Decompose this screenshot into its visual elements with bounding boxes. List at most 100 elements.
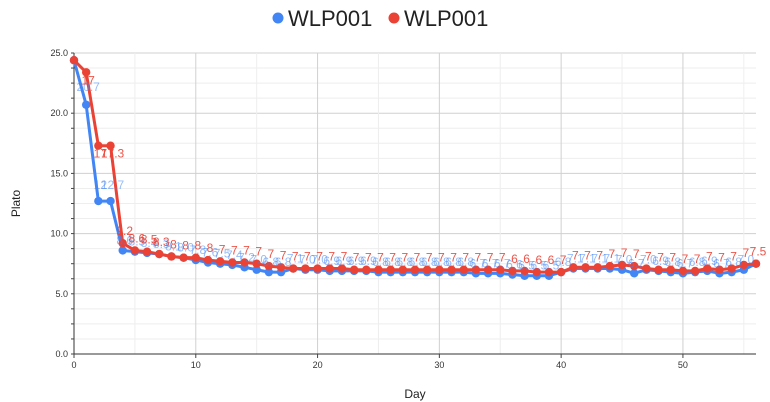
data-label: 8.3 <box>153 235 170 249</box>
data-label: 7.5 <box>750 245 767 259</box>
data-label: 6.8 <box>689 255 706 269</box>
data-label: 8 <box>194 239 201 253</box>
data-point <box>581 263 590 272</box>
data-point <box>167 252 176 261</box>
data-label: 6.7 <box>713 256 730 270</box>
data-point <box>142 247 152 256</box>
data-label: 7 <box>328 250 335 264</box>
data-label: 7 <box>389 251 396 265</box>
data-label: 7 <box>499 251 506 265</box>
data-point <box>228 258 237 267</box>
data-point <box>203 255 213 265</box>
y-tick-label: 25.0 <box>50 48 68 58</box>
data-point <box>654 265 663 274</box>
data-point <box>678 266 688 276</box>
y-tick-label: 0.0 <box>55 349 68 359</box>
data-label: 7.5 <box>214 247 231 261</box>
data-label: 7.4 <box>226 248 243 262</box>
data-label: 7 <box>243 243 250 257</box>
data-point <box>447 265 456 274</box>
y-tick-label: 15.0 <box>50 168 68 178</box>
data-label: 7.0 <box>616 253 633 267</box>
x-tick-label: 40 <box>556 360 566 370</box>
y-axis-title: Plato <box>9 190 23 218</box>
data-label: 6.9 <box>348 254 365 268</box>
data-label: 6.7 <box>677 256 694 270</box>
data-point <box>362 265 371 274</box>
data-label: 7.0 <box>737 253 754 267</box>
data-point <box>556 267 566 277</box>
data-point <box>483 265 493 274</box>
data-point <box>593 263 602 272</box>
data-label: 6 <box>523 252 530 266</box>
data-label: 7.1 <box>579 252 596 266</box>
data-label: 7 <box>706 250 713 264</box>
data-label: 7.1 <box>604 252 621 266</box>
data-point <box>264 261 274 271</box>
data-label: 7 <box>280 248 287 262</box>
data-label: 12.7 <box>101 178 125 192</box>
data-point <box>751 259 761 268</box>
data-label: 7 <box>401 251 408 265</box>
data-label: 7 <box>487 251 494 265</box>
data-point <box>630 269 639 278</box>
data-label: 7 <box>694 252 701 266</box>
x-tick-label: 30 <box>434 360 444 370</box>
data-label: 6.8 <box>372 255 389 269</box>
data-label: 7 <box>718 251 725 265</box>
y-tick-label: 20.0 <box>50 108 68 118</box>
x-tick-label: 50 <box>678 360 688 370</box>
data-point <box>179 253 188 262</box>
data-point <box>325 264 334 273</box>
data-point <box>118 239 127 248</box>
data-label: 7 <box>657 251 664 265</box>
data-label: 6.8 <box>457 255 474 269</box>
data-label: 6.7 <box>482 256 499 270</box>
data-point <box>739 260 749 270</box>
data-label: 6.9 <box>652 254 669 268</box>
data-label: 6.9 <box>336 254 353 268</box>
data-point <box>374 265 383 274</box>
data-point <box>106 196 115 206</box>
data-label: 7 <box>255 245 262 259</box>
data-point <box>715 265 724 274</box>
data-label: 6.8 <box>664 255 681 269</box>
data-point <box>544 267 554 277</box>
data-label: 8.0 <box>177 241 194 255</box>
legend: WLP001 WLP001 <box>272 6 488 31</box>
data-label: 6.8 <box>409 255 426 269</box>
data-label: 7 <box>633 247 640 261</box>
data-point <box>532 267 541 277</box>
data-label: 8.5 <box>129 235 146 249</box>
y-tick-label: 10.0 <box>50 229 68 239</box>
data-point <box>289 264 298 273</box>
data-label: 7 <box>231 243 238 257</box>
data-label: 7.8 <box>189 243 206 257</box>
data-point <box>642 264 651 273</box>
data-label: 6.8 <box>433 255 450 269</box>
data-point <box>215 257 225 266</box>
data-label: 7 <box>560 253 567 267</box>
data-label: 7 <box>219 242 226 256</box>
data-point <box>459 265 468 274</box>
data-label: 7.0 <box>299 253 316 267</box>
data-label: 7 <box>462 251 469 265</box>
data-label: 8.1 <box>165 239 182 253</box>
data-point <box>617 260 627 270</box>
data-label: 7 <box>584 248 591 262</box>
data-label: 6.9 <box>360 254 377 268</box>
legend-label: WLP001 <box>288 6 372 31</box>
data-point <box>496 265 505 274</box>
data-label: 7 <box>450 251 457 265</box>
data-label: 6.8 <box>555 255 572 269</box>
data-label: 7.0 <box>311 253 328 267</box>
data-point <box>94 196 103 206</box>
data-label: 6.9 <box>323 254 340 268</box>
data-point <box>569 263 578 272</box>
data-point <box>118 246 127 255</box>
data-label: 7 <box>621 246 628 260</box>
x-tick-label: 10 <box>191 360 201 370</box>
data-label: 6.6 <box>506 258 523 272</box>
data-label: 8 <box>170 237 177 251</box>
